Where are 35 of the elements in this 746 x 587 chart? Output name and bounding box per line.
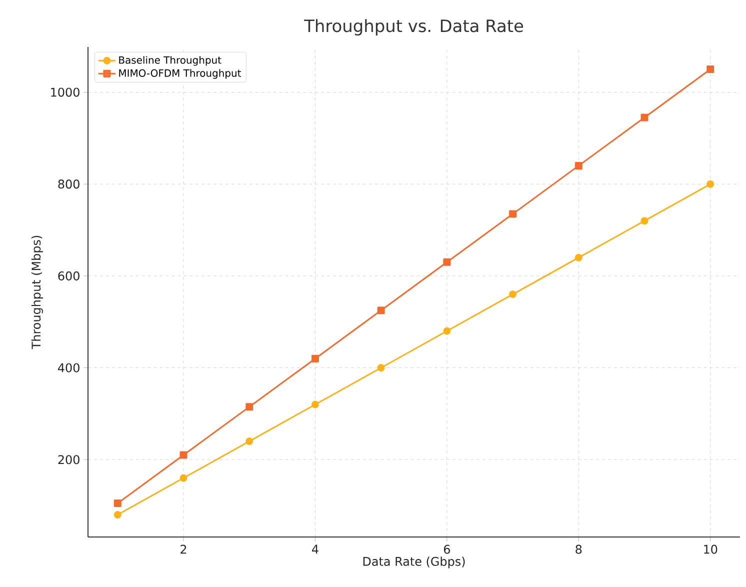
point bbox=[706, 180, 714, 188]
point bbox=[114, 510, 122, 518]
point bbox=[377, 364, 385, 372]
point bbox=[574, 254, 582, 262]
point bbox=[246, 403, 254, 411]
point bbox=[509, 210, 517, 218]
y-tick-label: 600 bbox=[58, 271, 80, 280]
point bbox=[311, 354, 319, 362]
y-tick-label: 800 bbox=[58, 180, 80, 189]
legend-label: Baseline Throughput bbox=[119, 56, 222, 66]
y-tick-label: 400 bbox=[58, 363, 80, 372]
y-tick-label: 200 bbox=[58, 455, 80, 464]
point bbox=[377, 306, 385, 314]
point bbox=[114, 500, 122, 507]
chart-title: Throughput vs. Data Rate bbox=[304, 19, 524, 36]
y-axis-title: Throughput (Mbps) bbox=[31, 236, 43, 350]
x-tick-label: 10 bbox=[704, 544, 718, 554]
x-tick-label: 6 bbox=[444, 544, 450, 554]
x-axis-title: Data Rate (Gbps) bbox=[363, 556, 465, 568]
point bbox=[246, 438, 254, 445]
point bbox=[509, 290, 517, 298]
x-tick-label: 2 bbox=[180, 544, 186, 554]
x-tick-label: 4 bbox=[312, 544, 318, 554]
y-tick-label: 1000 bbox=[51, 88, 80, 97]
point bbox=[180, 451, 188, 459]
point bbox=[180, 474, 188, 482]
point bbox=[311, 400, 319, 408]
x-tick-label: 8 bbox=[576, 544, 582, 554]
point bbox=[443, 258, 451, 266]
point bbox=[706, 66, 714, 74]
point bbox=[640, 217, 648, 225]
legend-label: MIMO-OFDM Throughput bbox=[119, 69, 241, 79]
point bbox=[574, 162, 582, 170]
point bbox=[640, 114, 648, 122]
point bbox=[443, 327, 451, 335]
